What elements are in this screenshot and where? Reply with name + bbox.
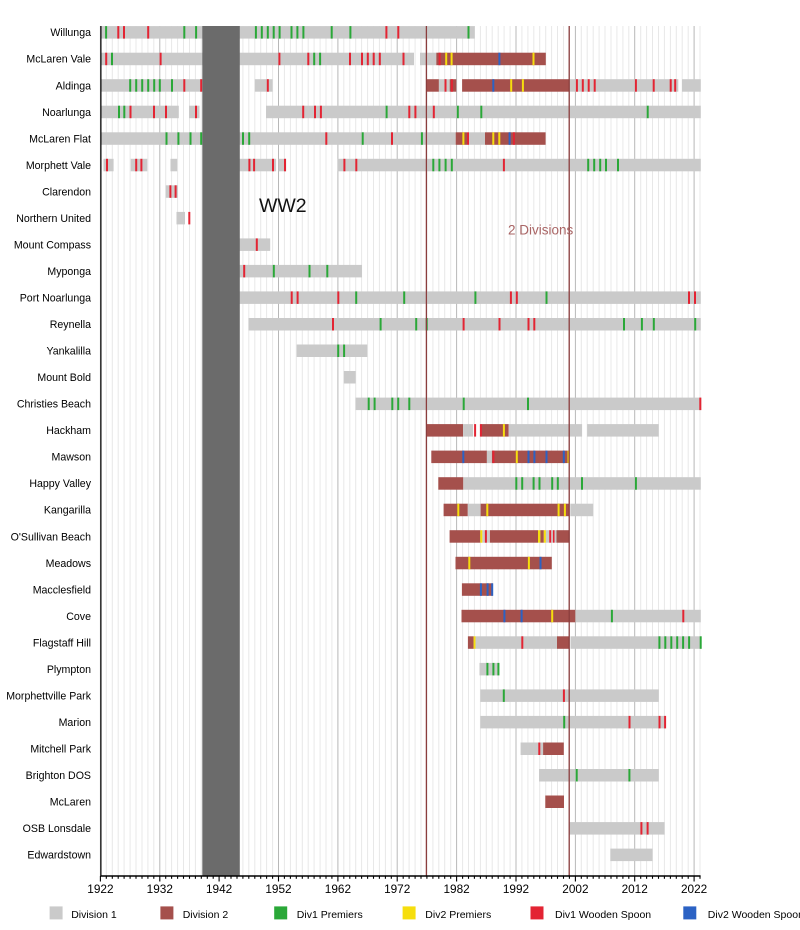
svg-text:2012: 2012: [622, 882, 648, 896]
svg-text:Morphettville Park: Morphettville Park: [6, 690, 91, 702]
svg-text:1962: 1962: [325, 882, 351, 896]
svg-text:Edwardstown: Edwardstown: [27, 850, 91, 862]
svg-text:McLaren Vale: McLaren Vale: [26, 54, 91, 66]
svg-text:Myponga: Myponga: [47, 266, 91, 278]
svg-text:Division 1: Division 1: [71, 909, 117, 921]
svg-text:Morphett Vale: Morphett Vale: [26, 160, 91, 172]
svg-text:1982: 1982: [443, 882, 469, 896]
svg-text:1992: 1992: [503, 882, 529, 896]
svg-text:Div2 Premiers: Div2 Premiers: [425, 909, 491, 921]
svg-text:1972: 1972: [384, 882, 410, 896]
svg-text:Christies Beach: Christies Beach: [17, 399, 91, 411]
svg-text:OSB Lonsdale: OSB Lonsdale: [23, 823, 91, 835]
svg-text:1942: 1942: [206, 882, 232, 896]
svg-text:McLaren Flat: McLaren Flat: [29, 133, 91, 145]
svg-text:McLaren: McLaren: [50, 797, 91, 809]
svg-text:Marion: Marion: [59, 717, 91, 729]
svg-text:Noarlunga: Noarlunga: [42, 107, 91, 119]
svg-text:WW2: WW2: [259, 195, 307, 217]
svg-text:Reynella: Reynella: [50, 319, 91, 331]
svg-text:Happy Valley: Happy Valley: [29, 478, 91, 490]
svg-text:Yankalilla: Yankalilla: [46, 346, 91, 358]
svg-text:1922: 1922: [87, 882, 113, 896]
svg-text:Plympton: Plympton: [47, 664, 91, 676]
svg-text:Flagstaff Hill: Flagstaff Hill: [33, 637, 91, 649]
svg-text:Mount Compass: Mount Compass: [14, 239, 91, 251]
svg-text:2002: 2002: [562, 882, 588, 896]
svg-text:Division 2: Division 2: [183, 909, 229, 921]
svg-text:Port Noarlunga: Port Noarlunga: [20, 293, 91, 305]
svg-text:Cove: Cove: [66, 611, 91, 623]
svg-text:O'Sullivan Beach: O'Sullivan Beach: [11, 531, 91, 543]
svg-text:Macclesfield: Macclesfield: [33, 584, 91, 596]
svg-text:Mount Bold: Mount Bold: [37, 372, 91, 384]
svg-text:1932: 1932: [147, 882, 173, 896]
svg-text:2 Divisions: 2 Divisions: [508, 223, 574, 238]
svg-text:Willunga: Willunga: [50, 27, 91, 39]
svg-text:Div1 Premiers: Div1 Premiers: [297, 909, 363, 921]
svg-text:2022: 2022: [681, 882, 707, 896]
svg-text:Div1 Wooden Spoon: Div1 Wooden Spoon: [555, 909, 651, 921]
svg-text:Northern United: Northern United: [16, 213, 91, 225]
svg-text:1952: 1952: [265, 882, 291, 896]
svg-text:Clarendon: Clarendon: [42, 186, 91, 198]
svg-text:Meadows: Meadows: [46, 558, 91, 570]
svg-text:Div2 Wooden Spoon: Div2 Wooden Spoon: [708, 909, 800, 921]
svg-text:Hackham: Hackham: [46, 425, 91, 437]
svg-text:Brighton DOS: Brighton DOS: [26, 770, 91, 782]
svg-text:Mawson: Mawson: [52, 452, 92, 464]
svg-text:Mitchell Park: Mitchell Park: [30, 744, 91, 756]
svg-text:Kangarilla: Kangarilla: [44, 505, 91, 517]
svg-text:Aldinga: Aldinga: [56, 80, 91, 92]
